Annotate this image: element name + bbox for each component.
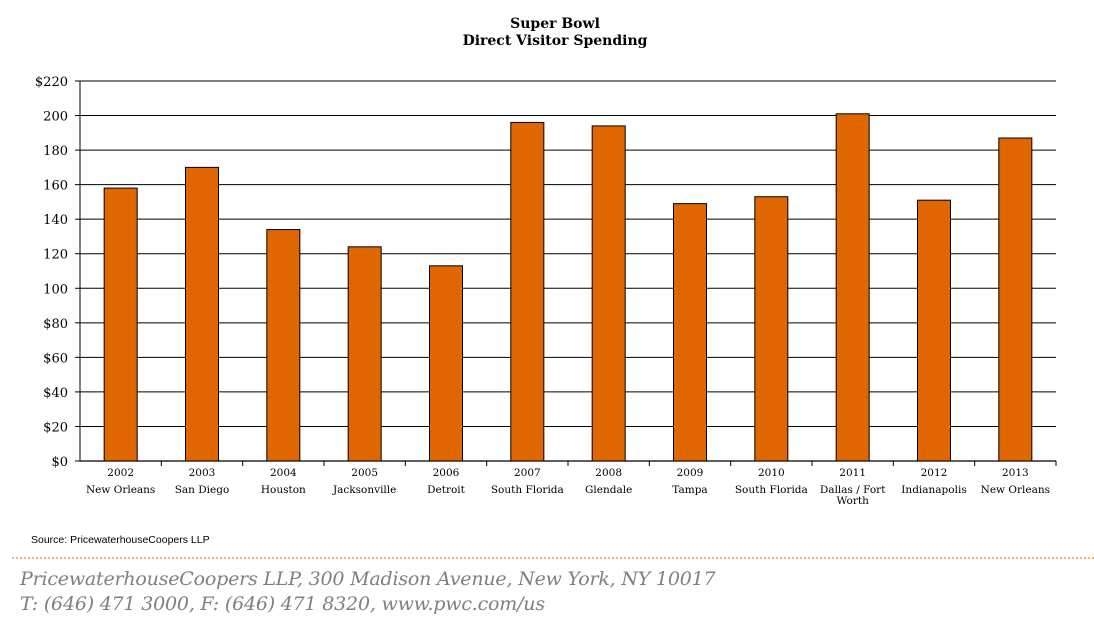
x-tick-label-city: South Florida: [735, 484, 808, 496]
bar: [429, 265, 463, 462]
x-tick-label-city: Dallas / Fort: [820, 484, 886, 496]
bar: [266, 229, 301, 462]
footer-line-1: PricewaterhouseCoopers LLP, 300 Madison …: [20, 568, 716, 590]
bar-chart: $0 $20 $40 $60 $80 100 120 140 160 180 200 $220 2002…: [35, 75, 1057, 507]
y-tick-label: $40: [43, 386, 68, 401]
bar: [917, 199, 951, 462]
footer-address: PricewaterhouseCoopers LLP, 300 Madison …: [20, 567, 716, 617]
x-tick-label-year: 2009: [677, 467, 704, 479]
x-tick-label-year: 2007: [514, 467, 541, 479]
chart-subtitle: Direct Visitor Spending: [462, 33, 648, 49]
x-tick-label-city: Glendale: [585, 484, 632, 496]
x-tick-label-year: 2013: [1002, 467, 1029, 479]
bar: [835, 113, 870, 462]
y-tick-label: $0: [51, 455, 68, 470]
y-tick-label: 160: [43, 179, 68, 194]
bar: [347, 246, 382, 462]
x-tick-label-year: 2005: [351, 467, 378, 479]
x-tick-label-year: 2002: [107, 467, 134, 479]
y-tick-label: $20: [43, 420, 68, 435]
footer-divider: [12, 557, 1094, 559]
chart-title: Super Bowl: [510, 16, 600, 32]
x-tick-label-year: 2004: [270, 467, 297, 479]
bar: [998, 137, 1033, 462]
y-tick-label: $60: [43, 351, 68, 366]
x-tick-label-city: Houston: [261, 484, 306, 496]
x-tick-label-year: 2010: [758, 467, 785, 479]
x-tick-label-city: Indianapolis: [901, 484, 966, 496]
bar: [591, 125, 626, 462]
x-tick-label-city: Detroit: [427, 484, 466, 496]
x-tick-label-city: San Diego: [175, 484, 230, 496]
x-tick-label-year: 2008: [595, 467, 622, 479]
bar: [754, 196, 789, 462]
y-tick-label: $80: [43, 317, 68, 332]
x-tick-label-year: 2011: [839, 467, 866, 479]
x-tick-label-year: 2012: [921, 467, 948, 479]
y-tick-label: 200: [43, 110, 68, 125]
footer-line-2: T: (646) 471 3000, F: (646) 471 8320, ww…: [20, 593, 545, 615]
y-tick-label: 140: [43, 213, 68, 228]
y-tick-label: 180: [43, 144, 68, 159]
x-tick-label-city: Jacksonville: [332, 484, 396, 496]
bar: [103, 187, 138, 462]
x-tick-label-city: New Orleans: [86, 484, 155, 496]
x-tick-label-city: Worth: [836, 495, 869, 507]
bar: [510, 121, 545, 462]
x-tick-label-city: South Florida: [491, 484, 564, 496]
source-note: Source: PricewaterhouseCoopers LLP: [31, 534, 210, 546]
bar: [673, 203, 707, 462]
y-tick-label: 100: [43, 282, 68, 297]
y-tick-label: 120: [43, 248, 68, 263]
chart-title-block: Super Bowl Direct Visitor Spending: [0, 16, 1094, 50]
x-tick-label-city: New Orleans: [981, 484, 1050, 496]
x-tick-label-city: Tampa: [672, 484, 707, 496]
x-tick-label-year: 2003: [189, 467, 216, 479]
x-tick-label-year: 2006: [433, 467, 460, 479]
bar: [185, 166, 219, 462]
y-tick-label: $220: [35, 75, 68, 90]
